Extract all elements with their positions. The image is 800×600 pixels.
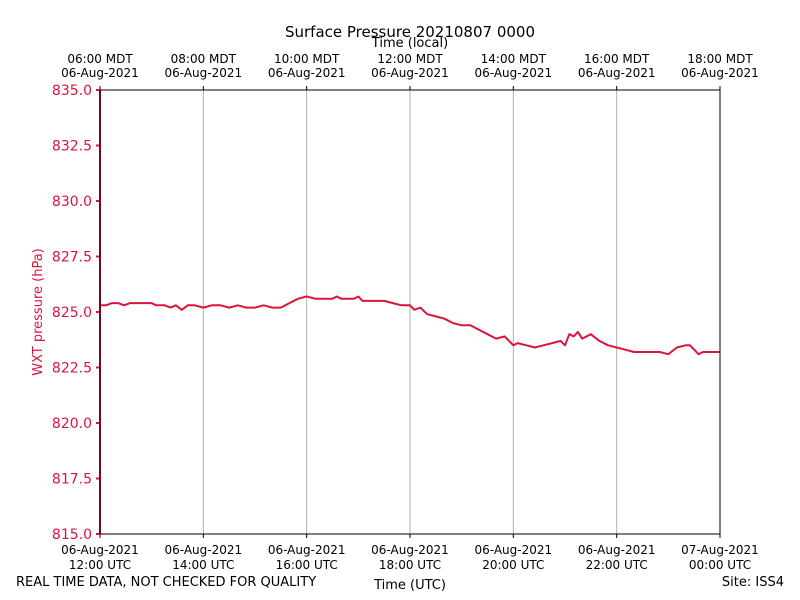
x-tick-label-date: 06-Aug-2021	[268, 543, 346, 557]
y-tick-label: 825.0	[52, 305, 92, 321]
top-tick-label-date: 06-Aug-2021	[475, 66, 553, 80]
pressure-series-line	[99, 90, 720, 535]
y-axis-label: WXT pressure (hPa)	[31, 248, 46, 376]
top-tick-label-time: 06:00 MDT	[67, 52, 133, 66]
top-tick-label-time: 18:00 MDT	[687, 52, 753, 66]
site-label: Site: ISS4	[721, 575, 784, 590]
x-tick-label-time: 18:00 UTC	[379, 558, 441, 572]
y-tick-label: 830.0	[52, 194, 92, 210]
data-quality-disclaimer: REAL TIME DATA, NOT CHECKED FOR QUALITY	[16, 575, 317, 590]
x-tick-label-date: 06-Aug-2021	[61, 543, 139, 557]
y-tick-label: 832.5	[52, 139, 92, 155]
top-tick-label-date: 06-Aug-2021	[268, 66, 346, 80]
y-tick-label: 827.5	[52, 250, 92, 266]
x-tick-label-date: 06-Aug-2021	[578, 543, 656, 557]
x-tick-label-time: 16:00 UTC	[276, 558, 338, 572]
top-tick-label-time: 10:00 MDT	[274, 52, 340, 66]
x-axis-label: Time (UTC)	[373, 578, 446, 593]
chart-title: Surface Pressure 20210807 0000	[285, 23, 535, 41]
top-tick-label-date: 06-Aug-2021	[371, 66, 449, 80]
x-tick-label-date: 06-Aug-2021	[475, 543, 553, 557]
top-tick-label-date: 06-Aug-2021	[681, 66, 759, 80]
y-tick-label: 835.0	[52, 83, 92, 99]
top-tick-label-date: 06-Aug-2021	[165, 66, 243, 80]
top-tick-label-date: 06-Aug-2021	[61, 66, 139, 80]
x-tick-label-date: 06-Aug-2021	[165, 543, 243, 557]
grid-lines	[202, 90, 618, 534]
series-layer	[99, 90, 720, 535]
x-tick-label-date: 07-Aug-2021	[681, 543, 759, 557]
x-tick-label-date: 06-Aug-2021	[371, 543, 449, 557]
x-tick-label-time: 00:00 UTC	[689, 558, 751, 572]
x-tick-label-time: 14:00 UTC	[172, 558, 234, 572]
top-tick-label-time: 12:00 MDT	[377, 52, 443, 66]
top-tick-label-time: 16:00 MDT	[584, 52, 650, 66]
top-axis-label: Time (local)	[371, 36, 448, 51]
y-tick-label: 815.0	[52, 527, 92, 543]
top-tick-label-time: 14:00 MDT	[481, 52, 547, 66]
y-tick-label: 822.5	[52, 361, 92, 377]
top-tick-label-time: 08:00 MDT	[171, 52, 237, 66]
x-tick-label-time: 12:00 UTC	[69, 558, 131, 572]
y-axis-ticks: 815.0 817.5 820.0 822.5 825.0 827.5 830.0 832.5…	[52, 83, 100, 543]
top-tick-label-date: 06-Aug-2021	[578, 66, 656, 80]
x-tick-label-time: 20:00 UTC	[482, 558, 544, 572]
y-tick-label: 820.0	[52, 416, 92, 432]
plot-frame	[99, 89, 721, 535]
y-tick-label: 817.5	[52, 472, 92, 488]
x-tick-label-time: 22:00 UTC	[586, 558, 648, 572]
